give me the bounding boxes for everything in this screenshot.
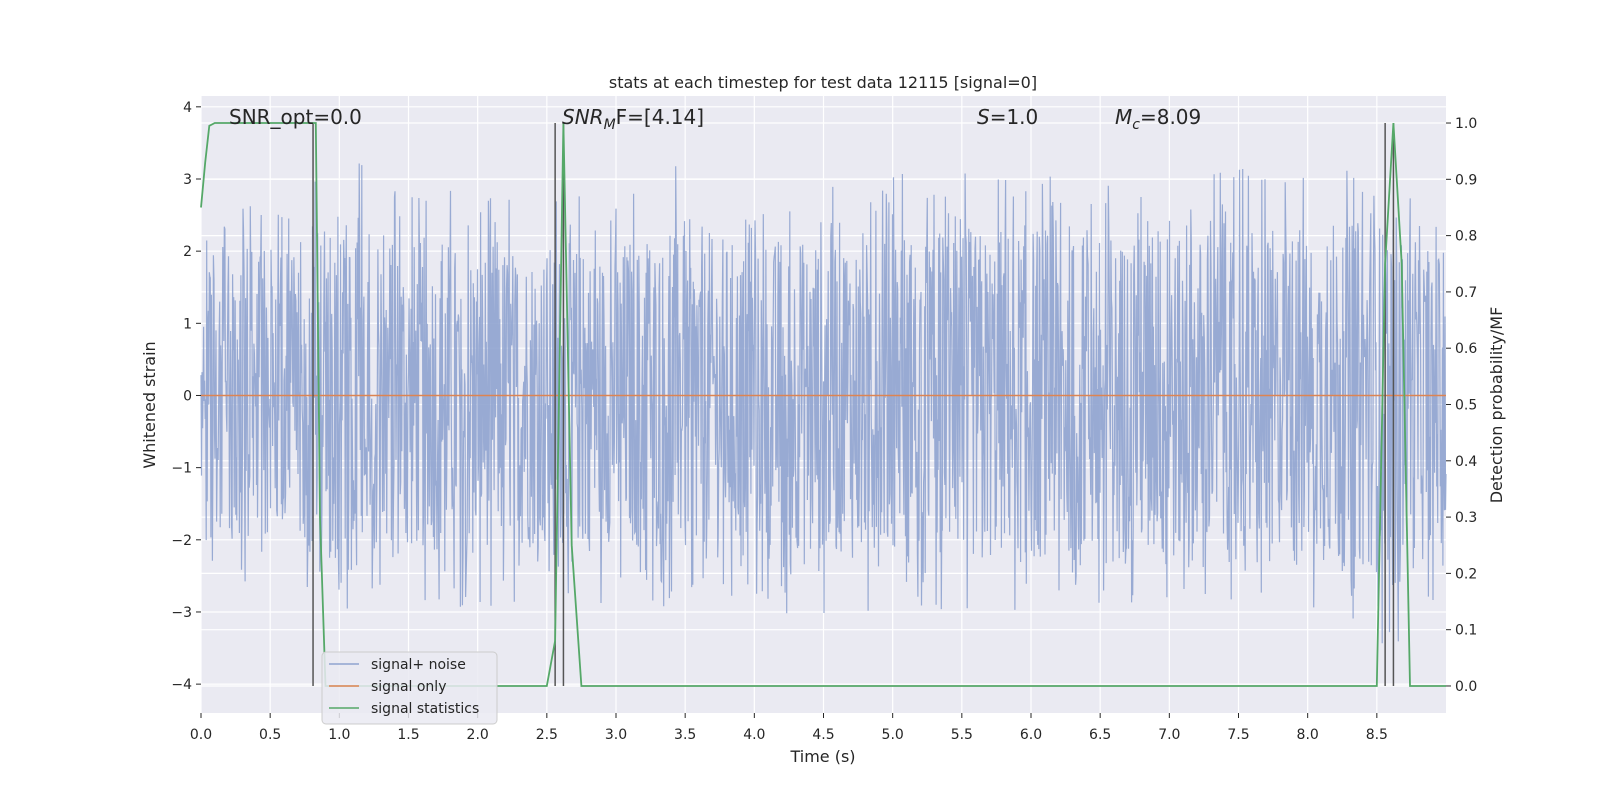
x-tick-label-15: 7.5	[1227, 727, 1249, 743]
y2-tick-label-0: 0.0	[1455, 679, 1477, 695]
annotation-snr-opt: SNR_opt=0.0	[229, 105, 362, 129]
x-tick-label-11: 5.5	[951, 727, 973, 743]
y2-tick-label-2: 0.2	[1455, 566, 1477, 582]
legend: signal+ noise signal only signal statist…	[321, 651, 498, 725]
legend-label-signal-noise: signal+ noise	[371, 657, 466, 673]
y2-tick-label-5: 0.5	[1455, 398, 1477, 414]
noise-trace	[200, 163, 1447, 644]
y2-tick-label-8: 0.8	[1455, 229, 1477, 245]
y-tick-label-2: −2	[171, 533, 192, 549]
x-tick-label-5: 2.5	[536, 727, 558, 743]
y-tick-label-7: 3	[183, 172, 192, 188]
annotation-s: S=1.0	[977, 105, 1038, 129]
y2-tick-label-1: 0.1	[1455, 623, 1477, 639]
signal-statistics-line	[200, 122, 1446, 687]
x-tick-label-12: 6.0	[1020, 727, 1042, 743]
y2-axis-label: Detection probability/MF	[1487, 307, 1506, 504]
x-tick-label-3: 1.5	[397, 727, 419, 743]
x-tick-label-9: 4.5	[812, 727, 834, 743]
y-axis-ticks: −4 −3 −2 −1 0 1 2 3 4	[171, 100, 201, 693]
x-axis-label: Time (s)	[789, 747, 855, 766]
y-tick-label-1: −3	[171, 605, 192, 621]
y-tick-label-8: 4	[183, 100, 192, 116]
x-tick-label-7: 3.5	[674, 727, 696, 743]
annotation-snr-mf: SNRMF=[4.14]	[562, 105, 704, 133]
x-tick-label-10: 5.0	[882, 727, 904, 743]
y2-tick-label-9: 0.9	[1455, 172, 1477, 188]
x-tick-label-2: 1.0	[328, 727, 350, 743]
x-tick-label-14: 7.0	[1158, 727, 1180, 743]
y2-axis-ticks: 0.0 0.1 0.2 0.3 0.4 0.5 0.6 0.7 0.8 0.9 1.0	[1446, 116, 1477, 695]
y-tick-label-0: −4	[171, 677, 192, 693]
annotation-mc: Mc=8.09	[1115, 105, 1201, 133]
signal-noise-series	[200, 163, 1447, 644]
y-tick-label-5: 1	[183, 316, 192, 332]
y2-tick-label-7: 0.7	[1455, 285, 1477, 301]
chart-title: stats at each timestep for test data 121…	[609, 73, 1037, 92]
x-tick-label-6: 3.0	[605, 727, 627, 743]
y2-tick-label-4: 0.4	[1455, 454, 1477, 470]
y-tick-label-4: 0	[183, 388, 192, 404]
x-tick-label-13: 6.5	[1089, 727, 1111, 743]
x-tick-label-1: 0.5	[259, 727, 281, 743]
x-tick-label-0: 0.0	[190, 727, 212, 743]
y2-tick-label-10: 1.0	[1455, 116, 1477, 132]
y-tick-label-3: −1	[171, 461, 192, 477]
legend-box	[321, 651, 498, 725]
x-tick-label-17: 8.5	[1366, 727, 1388, 743]
y-axis-label: Whitened strain	[140, 341, 159, 468]
signal-statistics-series	[200, 122, 1446, 687]
x-tick-label-16: 8.0	[1297, 727, 1319, 743]
y-tick-label-6: 2	[183, 244, 192, 260]
x-tick-label-4: 2.0	[467, 727, 489, 743]
legend-label-signal-statistics: signal statistics	[371, 701, 479, 717]
x-tick-label-8: 4.0	[743, 727, 765, 743]
vertical-markers	[312, 123, 1395, 686]
x-axis-ticks: 0.0 0.5 1.0 1.5 2.0 2.5 3.0 3.5 4.0 4.5 5.0 5.5 6.0 6…	[190, 713, 1388, 743]
legend-label-signal-only: signal only	[371, 679, 446, 695]
y2-tick-label-3: 0.3	[1455, 510, 1477, 526]
y2-tick-label-6: 0.6	[1455, 341, 1477, 357]
